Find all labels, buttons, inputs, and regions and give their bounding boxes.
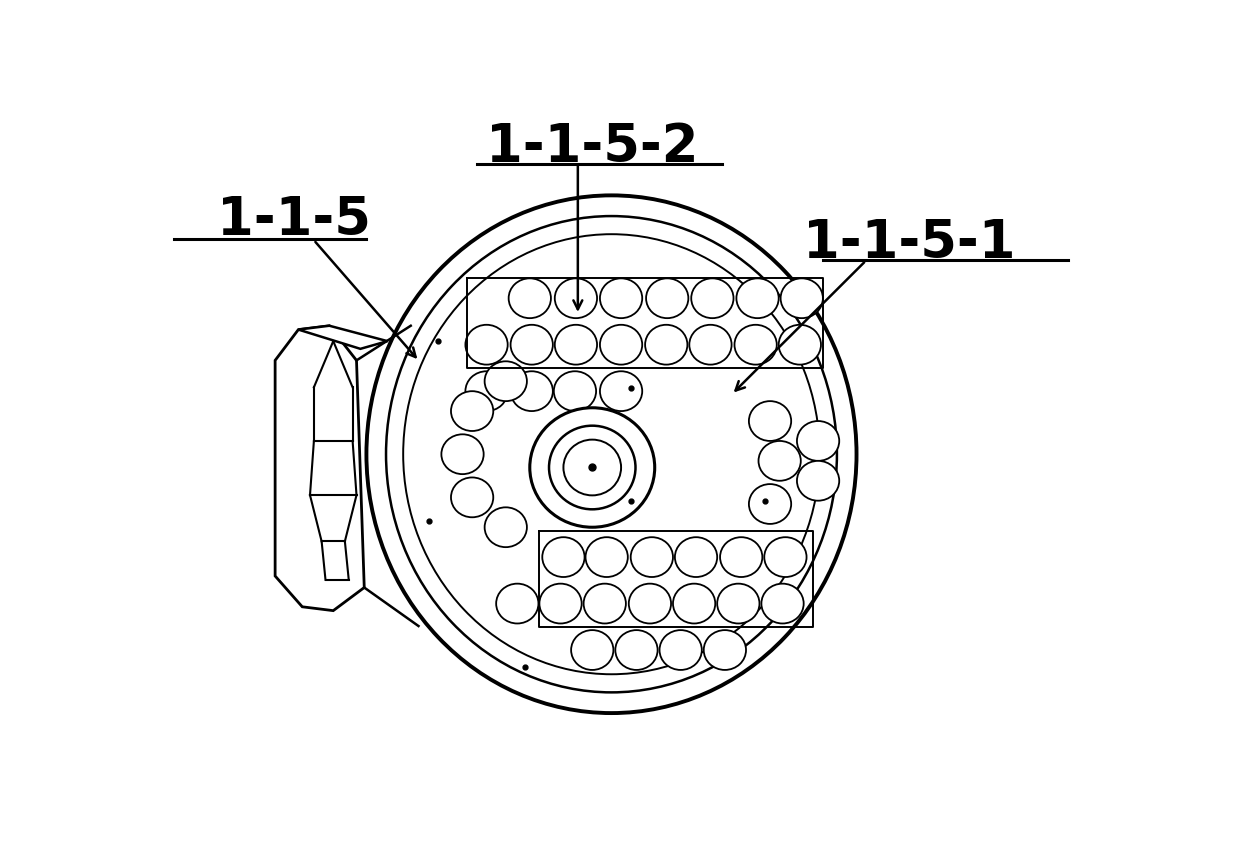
- Ellipse shape: [629, 584, 671, 623]
- Ellipse shape: [779, 325, 821, 365]
- Ellipse shape: [584, 584, 626, 623]
- Ellipse shape: [600, 325, 642, 365]
- Ellipse shape: [554, 372, 596, 412]
- Ellipse shape: [737, 279, 779, 319]
- Ellipse shape: [563, 440, 621, 496]
- Ellipse shape: [759, 442, 801, 481]
- Ellipse shape: [675, 537, 717, 578]
- Ellipse shape: [764, 537, 806, 578]
- Ellipse shape: [797, 461, 839, 501]
- Text: 1-1-5-2: 1-1-5-2: [486, 121, 698, 172]
- Ellipse shape: [511, 372, 553, 412]
- Ellipse shape: [631, 537, 673, 578]
- Ellipse shape: [465, 372, 507, 412]
- Polygon shape: [299, 326, 387, 350]
- Ellipse shape: [496, 584, 538, 623]
- Ellipse shape: [797, 422, 839, 461]
- Ellipse shape: [720, 537, 763, 578]
- Ellipse shape: [749, 401, 791, 442]
- Ellipse shape: [689, 325, 732, 365]
- Ellipse shape: [441, 435, 484, 474]
- Ellipse shape: [485, 362, 527, 401]
- Ellipse shape: [485, 508, 527, 548]
- Ellipse shape: [781, 279, 823, 319]
- Ellipse shape: [585, 537, 627, 578]
- Ellipse shape: [717, 584, 759, 623]
- Ellipse shape: [465, 325, 507, 365]
- Ellipse shape: [660, 630, 702, 670]
- Ellipse shape: [749, 485, 791, 524]
- Ellipse shape: [539, 584, 582, 623]
- Ellipse shape: [511, 325, 553, 365]
- Ellipse shape: [549, 426, 636, 510]
- Ellipse shape: [761, 584, 804, 623]
- Ellipse shape: [451, 478, 494, 517]
- Ellipse shape: [646, 279, 688, 319]
- Ellipse shape: [572, 630, 614, 670]
- Ellipse shape: [615, 630, 657, 670]
- Ellipse shape: [734, 325, 776, 365]
- Ellipse shape: [529, 408, 655, 528]
- Ellipse shape: [403, 235, 820, 674]
- Ellipse shape: [554, 325, 598, 365]
- Ellipse shape: [600, 279, 642, 319]
- Ellipse shape: [600, 372, 642, 412]
- Ellipse shape: [386, 217, 837, 692]
- Ellipse shape: [451, 392, 494, 431]
- Ellipse shape: [542, 537, 584, 578]
- Polygon shape: [275, 326, 365, 611]
- Ellipse shape: [367, 196, 857, 713]
- Ellipse shape: [704, 630, 746, 670]
- Text: 1-1-5-1: 1-1-5-1: [802, 217, 1016, 269]
- Ellipse shape: [691, 279, 734, 319]
- Ellipse shape: [645, 325, 687, 365]
- Ellipse shape: [508, 279, 551, 319]
- Ellipse shape: [673, 584, 715, 623]
- Text: 1-1-5: 1-1-5: [217, 194, 371, 245]
- Ellipse shape: [554, 279, 598, 319]
